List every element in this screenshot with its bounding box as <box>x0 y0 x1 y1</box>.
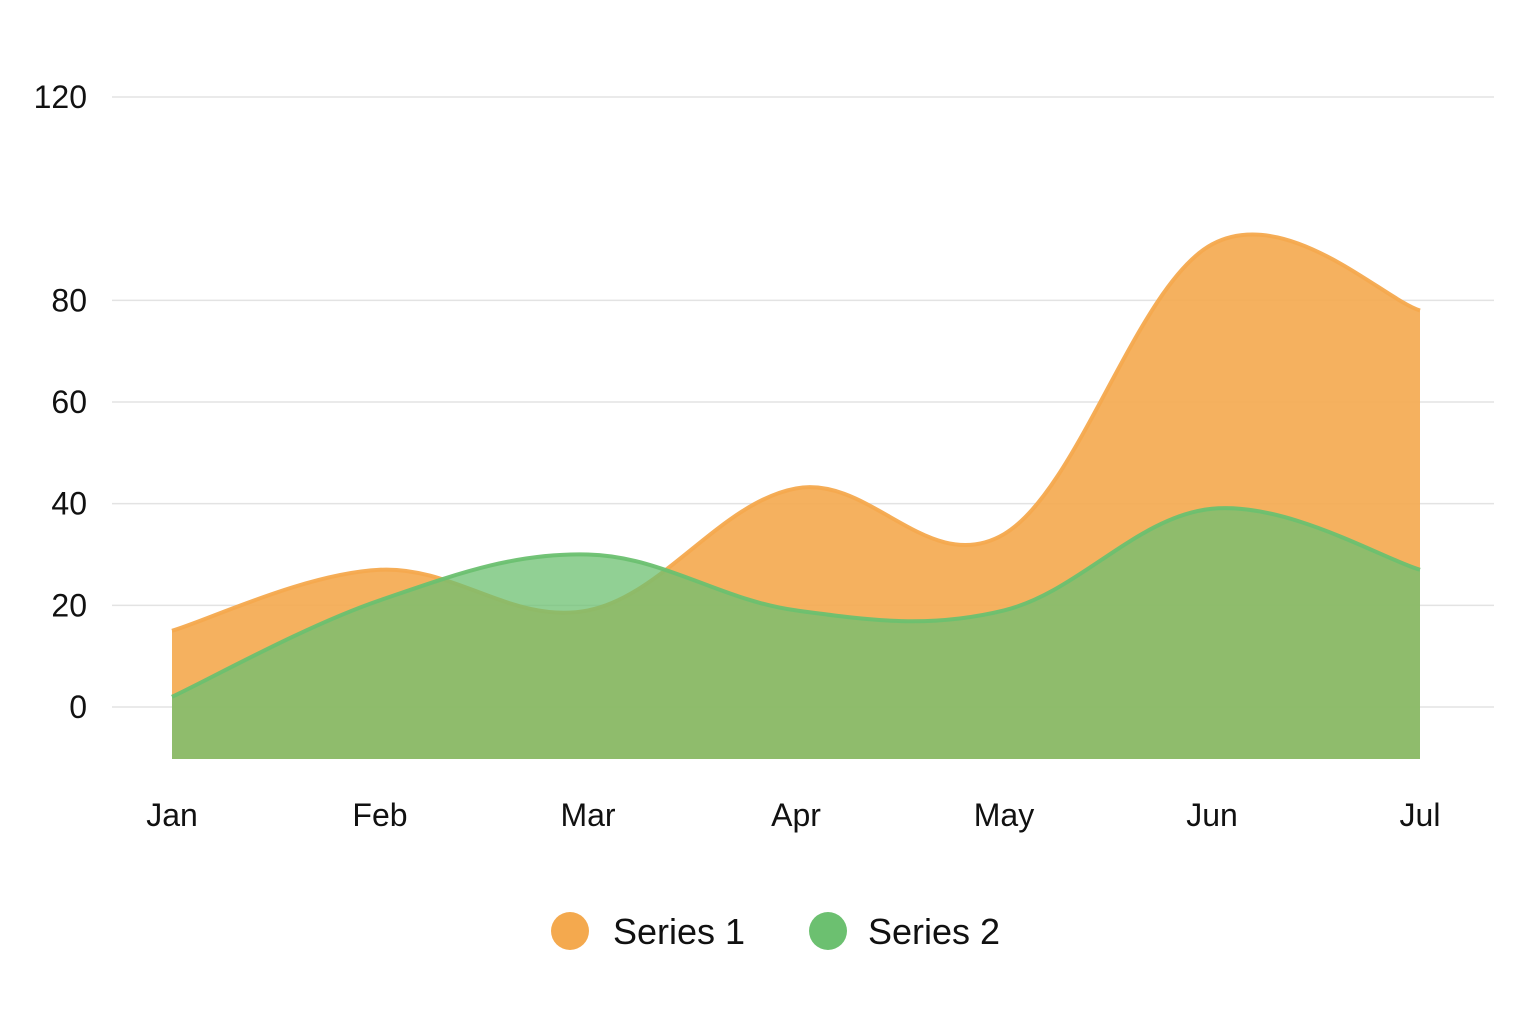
legend: Series 1 Series 2 <box>551 911 1000 952</box>
y-tick-label: 20 <box>51 587 87 623</box>
legend-label: Series 2 <box>868 911 1000 952</box>
x-tick-label: Jul <box>1400 797 1441 833</box>
x-axis-ticks: Jan Feb Mar Apr May Jun Jul <box>146 797 1440 833</box>
legend-item-2: Series 2 <box>809 911 1000 952</box>
y-tick-label: 60 <box>51 384 87 420</box>
x-tick-label: Apr <box>771 797 821 833</box>
series-areas <box>171 232 1421 759</box>
y-tick-label: 120 <box>34 79 87 115</box>
legend-label: Series 1 <box>613 911 745 952</box>
y-axis-ticks: 0 20 40 60 80 120 <box>34 79 87 725</box>
legend-item-1: Series 1 <box>551 911 745 952</box>
x-tick-label: Mar <box>560 797 615 833</box>
legend-swatch <box>551 912 589 950</box>
y-tick-label: 40 <box>51 486 87 522</box>
x-tick-label: Jan <box>146 797 198 833</box>
x-tick-label: Jun <box>1186 797 1238 833</box>
legend-swatch <box>809 912 847 950</box>
y-tick-label: 80 <box>51 282 87 318</box>
series-line-1 <box>171 232 1421 633</box>
x-tick-label: May <box>974 797 1034 833</box>
series-area-2 <box>172 508 1420 759</box>
x-tick-label: Feb <box>352 797 407 833</box>
series-line-2 <box>171 506 1421 699</box>
y-tick-label: 0 <box>69 689 87 725</box>
